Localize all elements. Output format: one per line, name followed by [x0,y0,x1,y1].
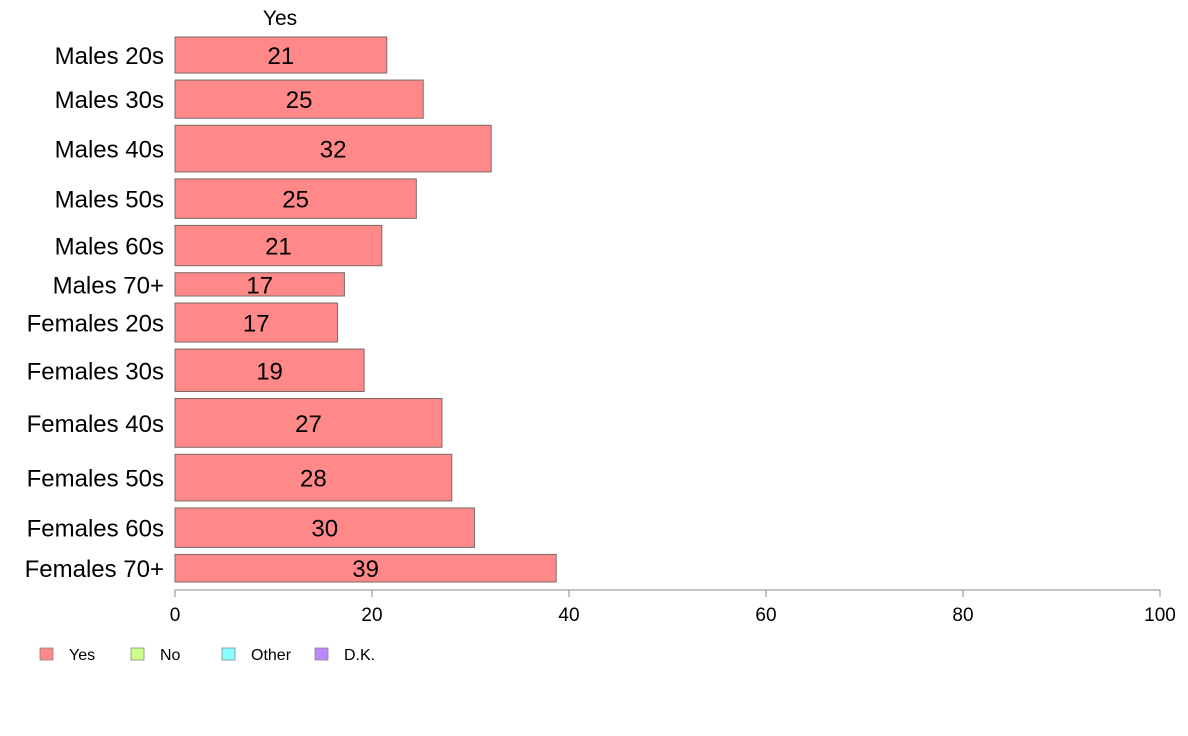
category-label-females-60s: Females 60s [27,516,164,543]
bar-females-60s [174,507,475,548]
category-label-females-40s: Females 40s [27,411,164,438]
category-label-females-70plus: Females 70+ [25,556,164,583]
legend-swatch-d-k [314,647,329,661]
column-title: Yes [263,7,297,30]
bar-males-20s [174,36,388,74]
legend-label-no: No [160,647,181,664]
category-label-males-30s: Males 30s [55,87,164,114]
legend-label-d-k: D.K. [344,647,375,664]
data-label-females-50s: 28 [300,466,327,493]
data-label-females-40s: 27 [295,411,322,438]
category-label-females-50s: Females 50s [27,466,164,493]
x-tick-label-0: 0 [170,605,181,626]
bar-males-40s [174,124,492,173]
bar-females-40s [174,397,443,448]
bar-males-50s [174,178,417,219]
x-tick-label-100: 100 [1144,605,1176,626]
data-label-females-60s: 30 [311,516,338,543]
category-label-females-30s: Females 30s [27,358,164,385]
data-label-males-70plus: 17 [246,272,273,299]
legend-label-other: Other [251,647,292,664]
bar-males-30s [174,79,424,119]
data-label-males-60s: 21 [265,234,292,261]
legend: Yes No Other D.K. [39,647,375,664]
x-tick-label-60: 60 [755,605,776,626]
x-tick-label-40: 40 [558,605,579,626]
bar-females-30s [174,348,365,392]
data-label-males-50s: 25 [282,187,309,214]
category-label-males-40s: Males 40s [55,137,164,164]
x-tick-label-20: 20 [361,605,382,626]
bar-females-20s [174,302,339,343]
data-label-males-20s: 21 [268,43,295,70]
category-label-males-60s: Males 60s [55,234,164,261]
category-label-males-20s: Males 20s [55,43,164,70]
category-label-males-50s: Males 50s [55,187,164,214]
data-label-males-40s: 32 [320,137,347,164]
bars-group: 21 Males 20s 25 Males 30s 32 Males 40s 25 Males… [25,36,557,583]
data-label-females-30s: 19 [256,358,283,385]
data-label-males-30s: 25 [286,87,313,114]
legend-swatch-yes [39,647,54,661]
bar-females-50s [174,453,453,502]
bar-males-60s [174,224,383,267]
category-label-males-70plus: Males 70+ [53,272,164,299]
legend-swatch-other [221,647,236,661]
x-tick-label-80: 80 [952,605,973,626]
category-label-females-20s: Females 20s [27,311,164,338]
legend-swatch-no [130,647,145,661]
data-label-females-70plus: 39 [352,556,379,583]
x-axis: 0 20 40 60 80 100 [170,589,1176,626]
bar-females-70plus [174,553,557,583]
legend-label-yes: Yes [69,647,95,664]
data-label-females-20s: 17 [243,311,270,338]
bar-males-70plus [174,272,345,297]
